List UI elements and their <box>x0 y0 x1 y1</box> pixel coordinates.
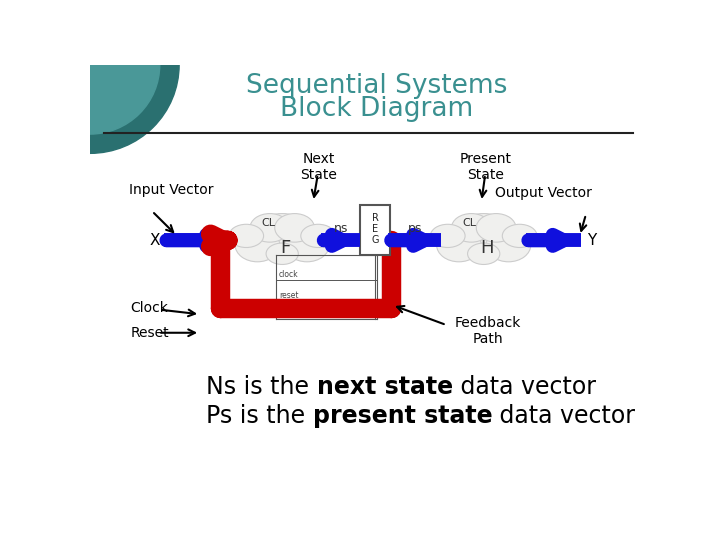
Text: X: X <box>150 233 161 248</box>
Ellipse shape <box>451 213 491 242</box>
Text: Ns is the: Ns is the <box>206 375 317 399</box>
Text: next state: next state <box>317 375 453 399</box>
Ellipse shape <box>431 224 465 247</box>
Text: reset: reset <box>279 292 299 300</box>
Ellipse shape <box>284 228 329 262</box>
Text: Next
State: Next State <box>300 152 337 182</box>
Ellipse shape <box>436 228 481 262</box>
Ellipse shape <box>235 228 279 262</box>
Text: Ps is the: Ps is the <box>206 404 313 428</box>
Ellipse shape <box>266 243 298 265</box>
FancyBboxPatch shape <box>361 205 390 255</box>
Text: data vector: data vector <box>453 375 596 399</box>
Text: Block Diagram: Block Diagram <box>280 97 473 123</box>
Circle shape <box>20 0 160 134</box>
Text: data vector: data vector <box>492 404 636 428</box>
Ellipse shape <box>503 224 537 247</box>
Text: CL: CL <box>261 218 275 228</box>
Ellipse shape <box>250 213 289 242</box>
Text: clock: clock <box>279 270 299 279</box>
Text: H: H <box>480 239 493 257</box>
Text: present state: present state <box>313 404 492 428</box>
Text: Output Vector: Output Vector <box>495 186 593 200</box>
Text: CL: CL <box>463 218 477 228</box>
Text: R
E
G: R E G <box>372 213 379 245</box>
Text: Y: Y <box>587 233 596 248</box>
Text: Clock: Clock <box>130 301 168 315</box>
Ellipse shape <box>476 213 516 242</box>
Text: Sequential Systems: Sequential Systems <box>246 73 508 99</box>
Text: Present
State: Present State <box>459 152 511 182</box>
Text: F: F <box>280 239 290 257</box>
Ellipse shape <box>301 224 336 247</box>
Ellipse shape <box>467 243 500 265</box>
Circle shape <box>1 0 179 153</box>
Text: ns: ns <box>334 222 348 235</box>
Ellipse shape <box>275 213 315 242</box>
Text: Reset: Reset <box>130 326 169 340</box>
Ellipse shape <box>451 213 516 260</box>
Text: Feedback
Path: Feedback Path <box>454 316 521 346</box>
Ellipse shape <box>229 224 264 247</box>
Ellipse shape <box>250 213 315 260</box>
Text: Input Vector: Input Vector <box>129 183 213 197</box>
Ellipse shape <box>486 228 531 262</box>
Text: ps: ps <box>408 222 423 235</box>
